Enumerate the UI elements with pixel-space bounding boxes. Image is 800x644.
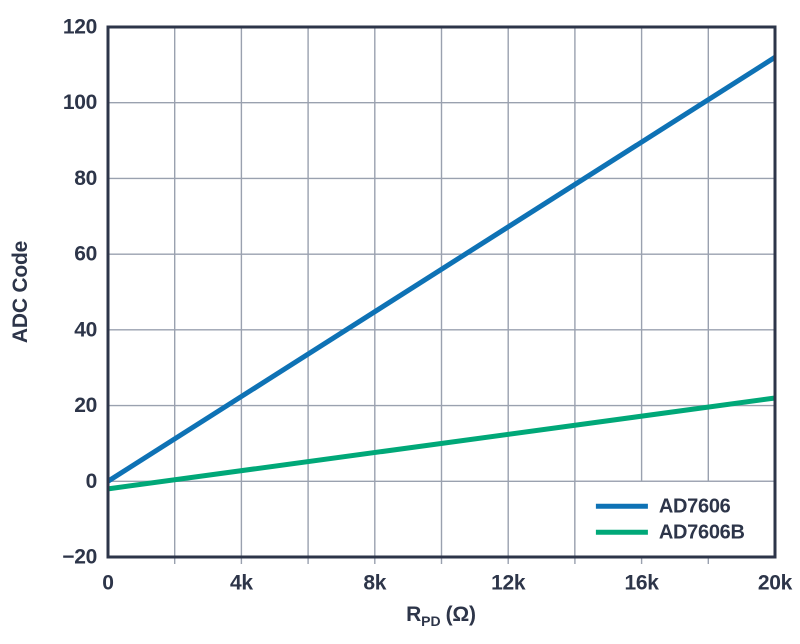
y-tick-label: −20: [62, 546, 97, 569]
plot-border: [106, 25, 777, 559]
y-tick-label: 0: [86, 470, 97, 493]
series-line-AD7606: [106, 55, 777, 484]
y-tick-label: 120: [63, 16, 97, 39]
y-tick-label: 60: [74, 243, 97, 266]
y-tick-label: 80: [74, 167, 97, 190]
x-axis-title: RPD (Ω): [406, 603, 476, 629]
y-tick-label: 40: [74, 318, 97, 341]
x-tick-label: 16k: [625, 572, 660, 595]
y-axis-title: ADC Code: [9, 240, 32, 344]
x-tick-label: 0: [102, 572, 113, 595]
x-tick-label: 4k: [230, 572, 253, 595]
x-tick-label: 12k: [491, 572, 526, 595]
legend-label-AD7606B: AD7606B: [659, 521, 745, 543]
y-tick-label: 20: [74, 394, 97, 417]
x-axis-title-base: R: [406, 603, 422, 626]
legend-label-AD7606: AD7606: [659, 495, 731, 517]
x-axis-title-subscript: PD: [421, 613, 441, 629]
y-tick-label: 100: [63, 91, 97, 114]
series-line-AD7606B: [107, 395, 776, 492]
x-axis-title-unit: (Ω): [445, 603, 476, 626]
x-tick-label: 8k: [363, 572, 386, 595]
x-tick-label: 20k: [758, 572, 793, 595]
legend-box: [574, 480, 776, 558]
